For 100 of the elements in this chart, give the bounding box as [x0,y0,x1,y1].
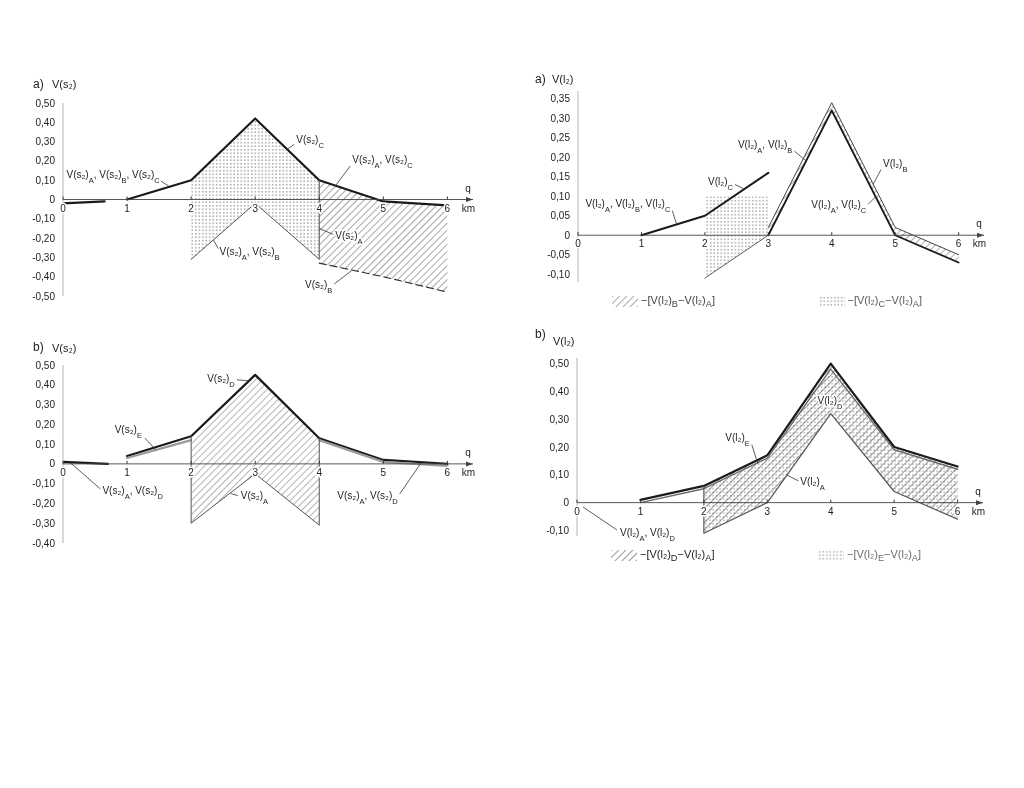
y-tick-label: 0,10 [550,190,571,202]
y-tick-label: 0,20 [550,151,571,163]
y-tick-label: 0,15 [550,171,571,183]
chart-title: a) [33,77,44,91]
annotation: V(s₂)$_{A}$ [240,489,269,506]
x-tick-label: 5 [380,202,387,214]
y-tick-label: 0,30 [550,112,571,124]
y-tick-label: -0,40 [32,537,56,549]
x-tick-label: 3 [252,202,259,214]
y-tick-label: 0,50 [549,358,570,370]
y-axis-title: V(l₂) [552,73,574,85]
y-tick-label: -0,10 [547,268,571,280]
y-tick-label: 0,30 [549,413,570,425]
annotation: V(l₂)$_{A}$, V(l₂)$_{C}$ [811,199,867,215]
y-axis-title: V(s₂) [52,78,77,90]
x-axis-title: q [976,218,982,230]
y-tick-label: 0,50 [35,97,56,109]
y-tick-label: 0,10 [549,469,570,481]
chart-title: b) [535,327,546,341]
x-tick-label: 3 [252,466,259,478]
text: −[V(l₂)$_{C}$−V(l₂)$_{A}$] [847,294,922,310]
y-tick-label: -0,10 [32,213,56,225]
y-tick-label: 0 [49,458,56,470]
annotation: V(l₂)$_{A}$, V(l₂)$_{B}$ [737,139,793,155]
x-tick-label: 5 [380,466,387,478]
y-tick-label: 0,35 [550,93,571,105]
x-tick-label: 2 [701,505,708,517]
x-tick-label: 2 [702,238,709,250]
x-tick-label: 1 [124,202,131,214]
x-axis-title: q [465,446,471,458]
annotation: V(s₂)$_{A}$, V(s₂)$_{B}$, V(s₂)$_{C}$ [66,168,161,185]
chart-title: a) [535,72,546,86]
y-tick-label: -0,50 [32,290,56,302]
annotation: km [461,202,475,214]
annotation: km [971,505,985,517]
y-tick-label: 0 [563,497,570,509]
annotation: V(s₂)$_{B}$ [305,278,333,295]
y-tick-label: -0,20 [32,232,56,244]
chart-title: b) [33,340,44,354]
y-tick-label: -0,40 [32,271,56,283]
x-tick-label: 4 [316,202,323,214]
annotation: V(l₂)$_{A}$, V(l₂)$_{D}$ [620,527,676,543]
annotation: V(s₂)$_{A}$ [335,230,363,246]
x-axis-title: q [465,182,471,194]
annotation: km [461,466,475,478]
annotation: V(s₂)$_{A}$, V(s₂)$_{C}$ [352,153,414,170]
y-tick-label: 0,20 [35,155,56,167]
x-tick-label: 1 [637,505,644,517]
x-tick-label: 3 [765,238,772,250]
x-tick-label: 0 [60,202,67,214]
annotation: V(l₂)$_{D}$ [817,395,844,411]
text: −[V(l₂)$_{D}$−V(l₂)$_{A}$] [640,548,715,564]
y-tick-label: 0,40 [35,379,56,391]
x-tick-label: 0 [575,238,582,250]
x-tick-label: 6 [444,202,451,214]
text: −[V(l₂)$_{B}$−V(l₂)$_{A}$] [641,294,715,310]
annotation: V(l₂)$_{A}$, V(l₂)$_{B}$, V(l₂)$_{C}$ [585,197,671,214]
annotation: V(s₂)$_{A}$, V(s₂)$_{D}$ [102,484,164,501]
text: −[V(l₂)$_{E}$−V(l₂)$_{A}$] [847,548,921,564]
x-axis-title: q [975,485,981,497]
y-tick-label: -0,30 [32,251,56,263]
y-tick-label: 0,10 [35,174,56,186]
x-tick-label: 6 [954,505,961,517]
y-tick-label: 0,30 [35,399,56,411]
x-tick-label: 5 [891,505,898,517]
annotation: V(l₂)$_{E}$ [725,431,750,448]
x-tick-label: 6 [955,238,962,250]
y-tick-label: 0,20 [549,441,570,453]
x-tick-label: 0 [574,505,581,517]
x-tick-label: 3 [764,505,771,517]
y-tick-label: 0,40 [35,116,56,128]
annotation: V(s₂)$_{D}$ [207,372,236,389]
y-axis-title: V(l₂) [553,335,575,347]
annotation: V(l₂)$_{A}$ [800,475,825,492]
y-tick-label: -0,10 [32,478,56,490]
x-tick-label: 1 [638,238,645,250]
y-tick-label: -0,05 [547,249,571,261]
annotation: km [972,238,986,250]
y-tick-label: 0 [49,194,56,206]
x-tick-label: 4 [827,505,834,517]
x-tick-label: 1 [124,466,131,478]
y-tick-label: 0,50 [35,359,56,371]
y-tick-label: 0,05 [550,210,571,222]
x-tick-label: 2 [188,202,195,214]
y-tick-label: -0,30 [32,517,56,529]
annotation: V(s₂)$_{A}$, V(s₂)$_{B}$ [219,246,280,262]
y-axis-title: V(s₂) [52,342,77,354]
y-tick-label: 0,20 [35,418,56,430]
annotation: V(l₂)$_{C}$ [708,176,734,192]
x-tick-label: 5 [892,238,899,250]
y-tick-label: -0,10 [546,524,570,536]
annotation: V(l₂)$_{B}$ [882,157,908,174]
y-tick-label: 0,25 [550,132,571,144]
annotation: V(s₂)$_{A}$, V(s₂)$_{D}$ [337,489,399,506]
annotation: V(s₂)$_{E}$ [114,424,142,440]
x-tick-label: 6 [444,466,451,478]
x-tick-label: 4 [828,238,835,250]
y-tick-label: 0,40 [549,385,570,397]
y-tick-label: 0 [564,229,571,241]
annotation: V(s₂)$_{C}$ [296,134,325,150]
